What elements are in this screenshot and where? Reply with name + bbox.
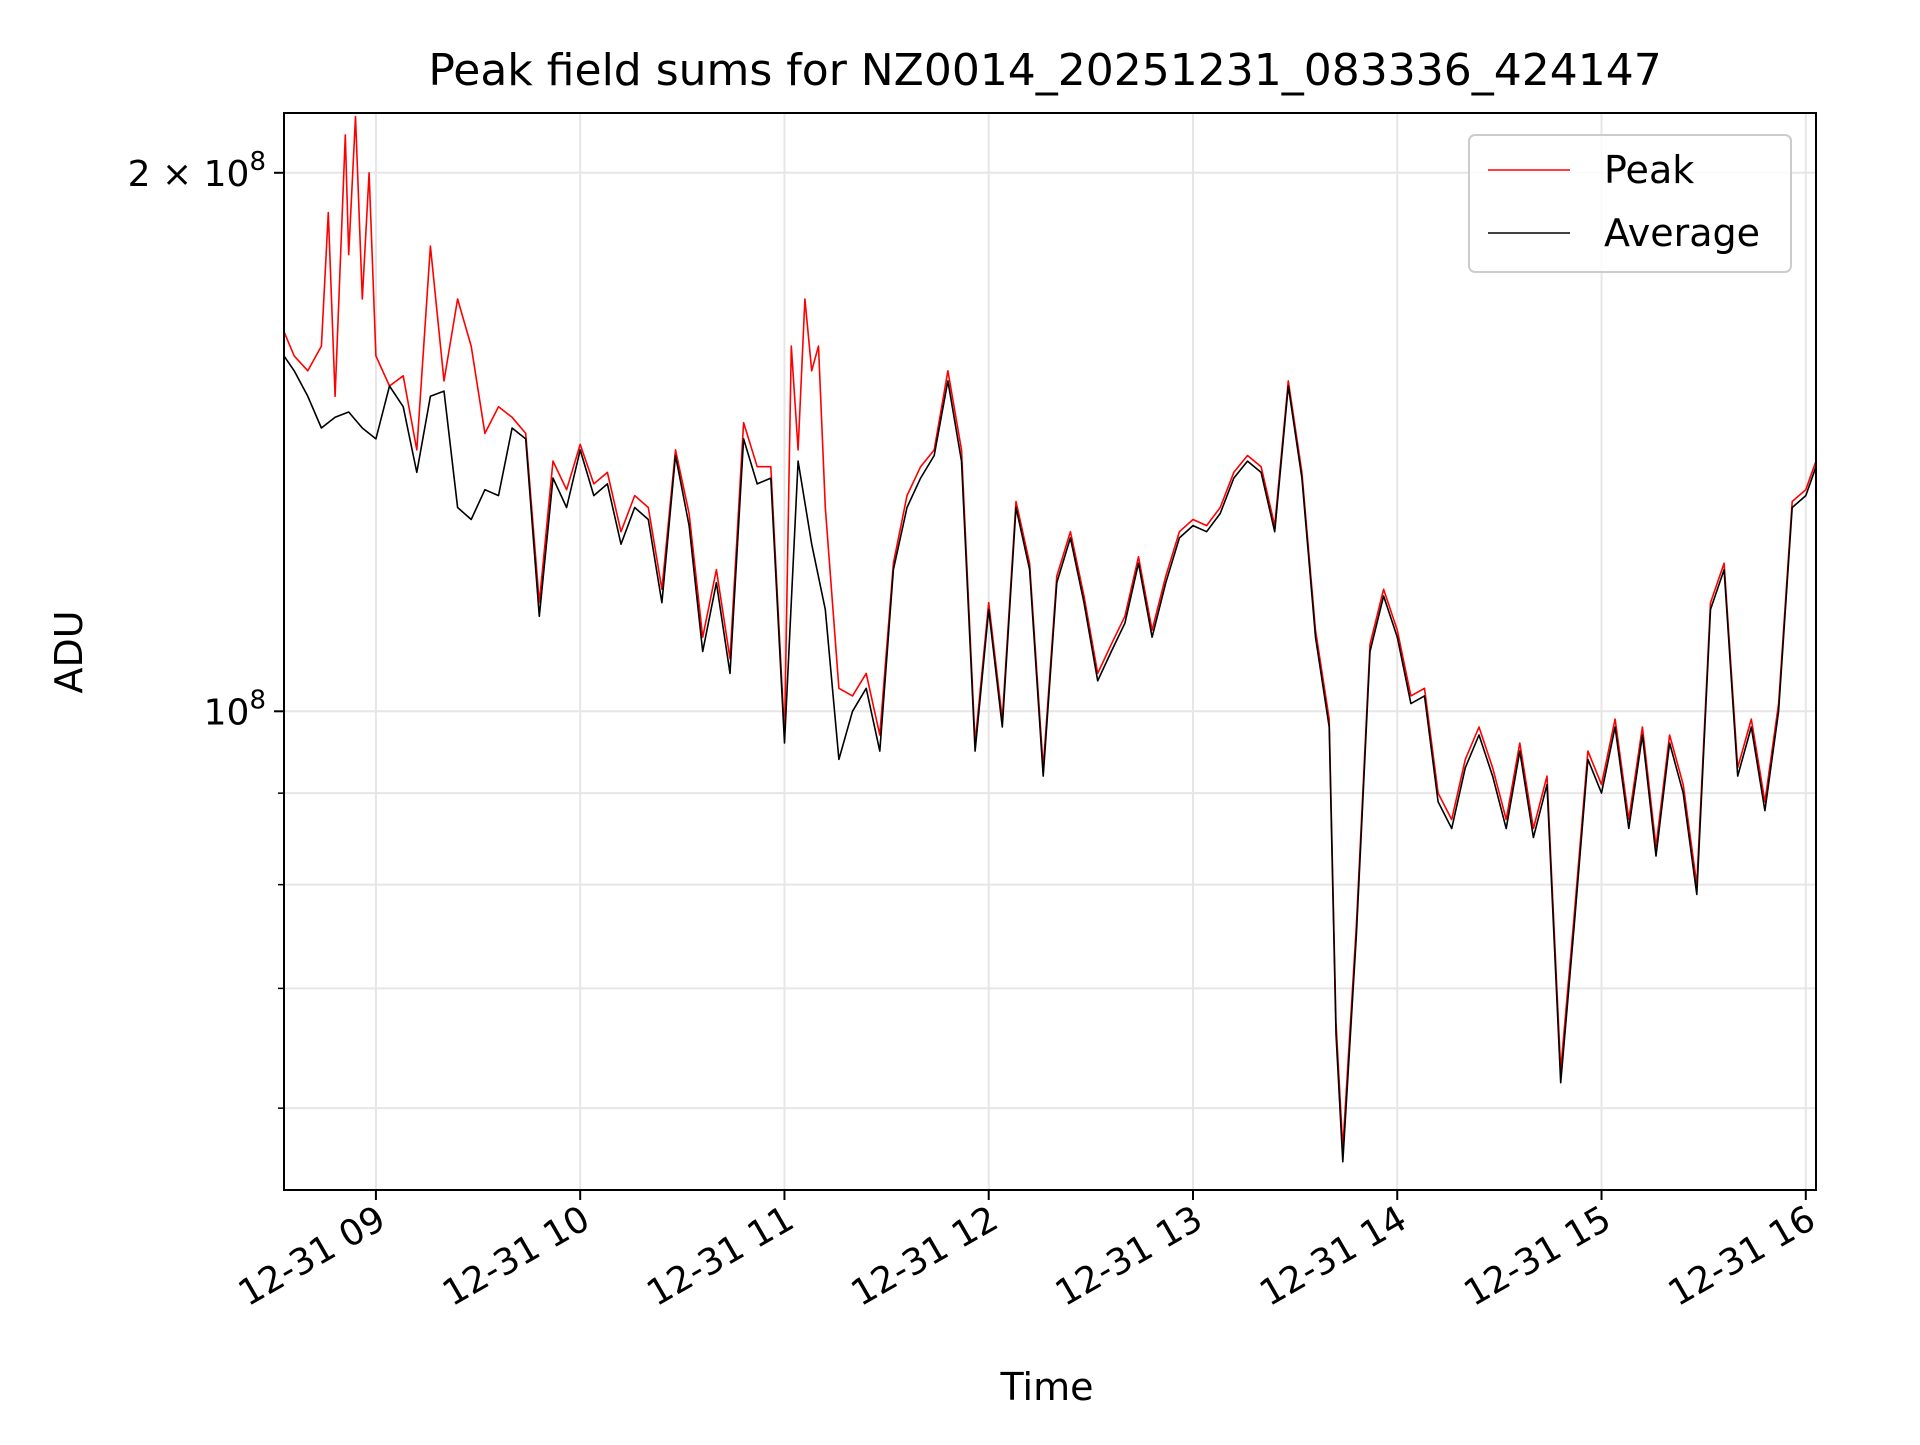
legend-label-peak: Peak [1604,148,1694,192]
y-tick-label: 2 × 108 [128,147,266,195]
series-line-average [283,355,1817,1163]
y-tick-label: 108 [204,685,266,733]
y-axis-ticks: 108 2 × 108 [128,147,284,1109]
axes-frame [283,112,1817,1191]
y-axis-label: ADU [47,610,91,693]
plot-area [283,115,1817,1163]
legend: Peak Average [1468,134,1792,273]
chart-title: Peak field sums for NZ0014_20251231_0833… [428,45,1661,96]
x-axis-label: Time [1000,1365,1094,1409]
legend-label-average: Average [1604,211,1760,255]
